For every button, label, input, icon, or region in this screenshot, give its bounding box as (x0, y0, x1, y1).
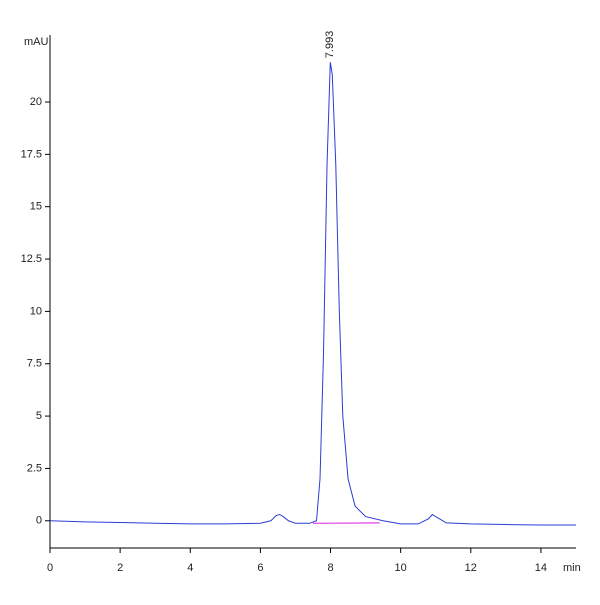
x-tick-label: 2 (117, 562, 123, 574)
x-tick-label: 10 (395, 562, 407, 574)
y-tick-label: 7.5 (27, 358, 42, 370)
y-tick-label: 20 (30, 96, 42, 108)
x-tick-label: 8 (327, 562, 333, 574)
x-tick-label: 12 (465, 562, 477, 574)
y-tick-label: 10 (30, 305, 42, 317)
x-tick-label: 4 (187, 562, 193, 574)
y-tick-label: 2.5 (27, 462, 42, 474)
x-tick-label: 0 (47, 562, 53, 574)
y-tick-label: 12.5 (21, 253, 42, 265)
y-tick-label: 5 (36, 410, 42, 422)
peak-label: 7.993 (324, 31, 336, 59)
signal-line (50, 62, 576, 525)
x-tick-label: 6 (257, 562, 263, 574)
x-tick-label: 14 (535, 562, 547, 574)
y-tick-label: 0 (36, 515, 42, 527)
x-axis-label: min (563, 562, 581, 574)
y-tick-label: 15 (30, 201, 42, 213)
y-tick-label: 17.5 (21, 148, 42, 160)
y-axis-label: mAU (24, 36, 49, 48)
